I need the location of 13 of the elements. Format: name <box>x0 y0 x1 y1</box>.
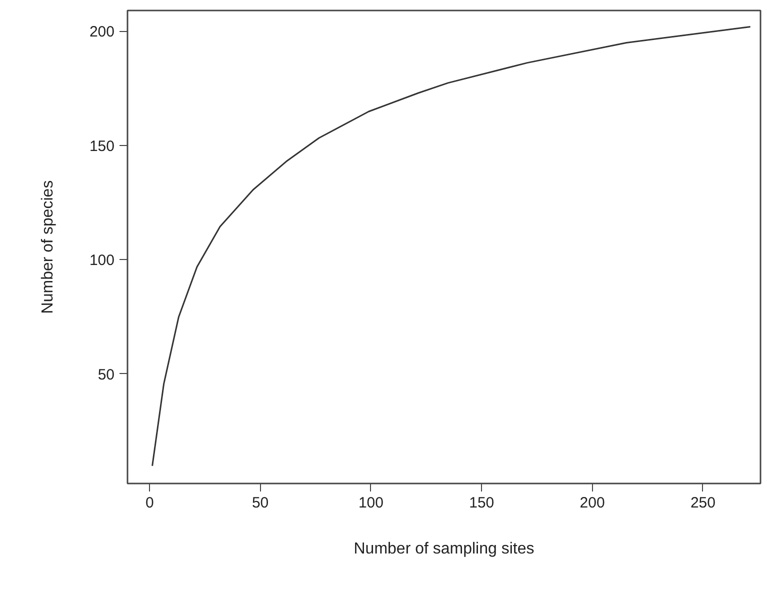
x-tick-label: 0 <box>145 494 154 512</box>
y-tick-label: 100 <box>89 252 115 270</box>
x-tick-label: 150 <box>469 494 494 512</box>
y-tick-label: 150 <box>89 138 115 155</box>
x-tick-label: 100 <box>358 494 384 512</box>
y-axis-title: Number of species <box>39 180 56 314</box>
x-tick-label: 50 <box>252 494 269 512</box>
x-axis-title: Number of sampling sites <box>354 540 534 558</box>
y-tick-label: 50 <box>98 366 115 384</box>
y-tick-label: 200 <box>89 24 115 41</box>
x-tick-label: 250 <box>690 494 716 512</box>
line-series <box>152 26 752 467</box>
x-tick-label: 200 <box>580 494 605 512</box>
